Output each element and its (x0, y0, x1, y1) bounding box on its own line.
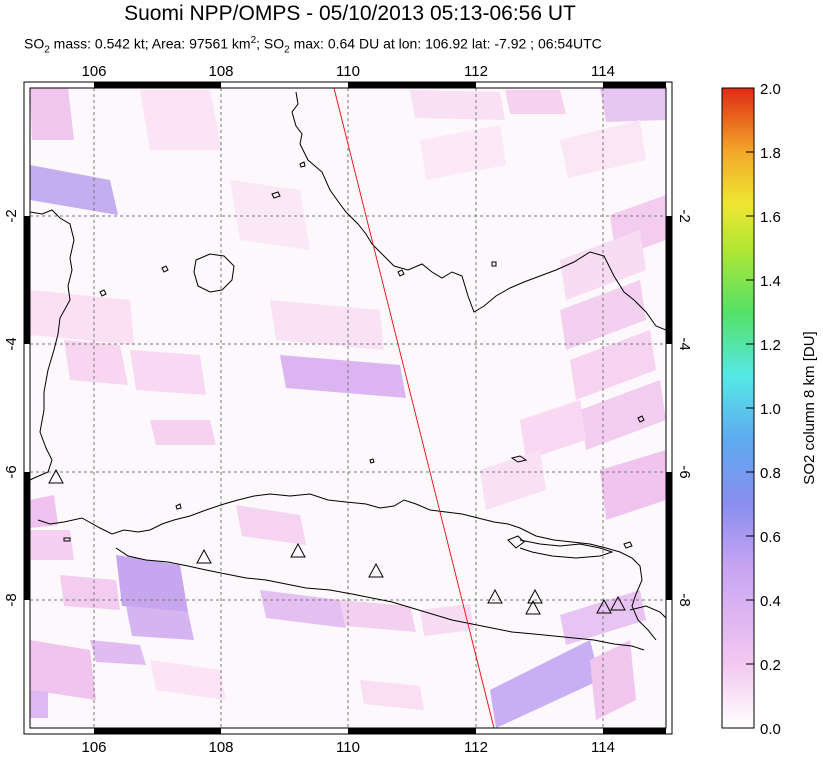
map-gridlines (30, 88, 666, 728)
colorbar-ticks (746, 87, 754, 729)
volcano-markers (48, 468, 626, 615)
colorbar-tick-label: 1.2 (760, 337, 781, 354)
lon-label: 110 (336, 739, 360, 756)
frame-scale-bars (24, 82, 672, 734)
colorbar-tick-label: 2.0 (760, 81, 781, 98)
colorbar-tick-label: 1.6 (760, 209, 781, 226)
coastlines (30, 91, 666, 651)
volcano-marker (48, 468, 64, 484)
lat-label: -2 (3, 209, 20, 222)
lon-label: 114 (591, 63, 615, 80)
lat-labels-left: -2 -4 -6 -8 (3, 209, 20, 606)
lon-label: 112 (464, 739, 488, 756)
volcano-marker (527, 588, 543, 604)
colorbar-tick-label: 0.8 (760, 465, 781, 482)
orbit-track (333, 87, 495, 729)
lat-label: -8 (676, 593, 693, 606)
colorbar-tick-label: 0.0 (760, 721, 781, 738)
lat-label: -4 (3, 337, 20, 350)
volcano-marker (290, 542, 306, 558)
lat-labels-right: -2 -4 -6 -8 (676, 209, 693, 606)
lat-label: -4 (676, 337, 693, 350)
colorbar-tick-label: 0.4 (760, 593, 781, 610)
lat-label: -6 (676, 465, 693, 478)
colorbar-tick-label: 1.0 (760, 401, 781, 418)
so2-pixels (30, 88, 666, 728)
lon-label: 108 (208, 739, 233, 756)
lon-label: 112 (464, 63, 488, 80)
colorbar-tick-label: 0.6 (760, 529, 781, 546)
lon-label: 106 (81, 63, 106, 80)
lat-label: -6 (3, 465, 20, 478)
lon-labels-bottom: 106 108 110 112 114 (81, 739, 614, 756)
volcano-marker (368, 562, 384, 578)
colorbar-tick-label: 1.8 (760, 145, 781, 162)
volcano-marker (487, 588, 503, 604)
lat-label: -2 (676, 209, 693, 222)
lon-label: 108 (208, 63, 233, 80)
volcano-marker (596, 598, 612, 614)
map-title: Suomi NPP/OMPS - 05/10/2013 05:13-06:56 … (124, 2, 576, 25)
volcano-marker (525, 599, 541, 615)
colorbar-tick-label: 1.4 (760, 273, 781, 290)
lat-label: -8 (3, 593, 20, 606)
lon-label: 114 (591, 739, 615, 756)
colorbar-tick-label: 0.2 (760, 657, 781, 674)
lon-label: 106 (81, 739, 106, 756)
colorbar-label: SO2 column 8 km [DU] (801, 331, 818, 484)
lon-label: 110 (336, 63, 360, 80)
map-subtitle: SO2 mass: 0.542 kt; Area: 97561 km2; SO2… (24, 35, 602, 56)
volcano-marker (196, 548, 212, 564)
colorbar-tick-labels: 2.0 1.8 1.6 1.4 1.2 1.0 0.8 0.6 0.4 0.2 … (760, 81, 781, 738)
lon-labels-top: 106 108 110 112 114 (81, 63, 614, 80)
volcano-marker (610, 595, 626, 611)
